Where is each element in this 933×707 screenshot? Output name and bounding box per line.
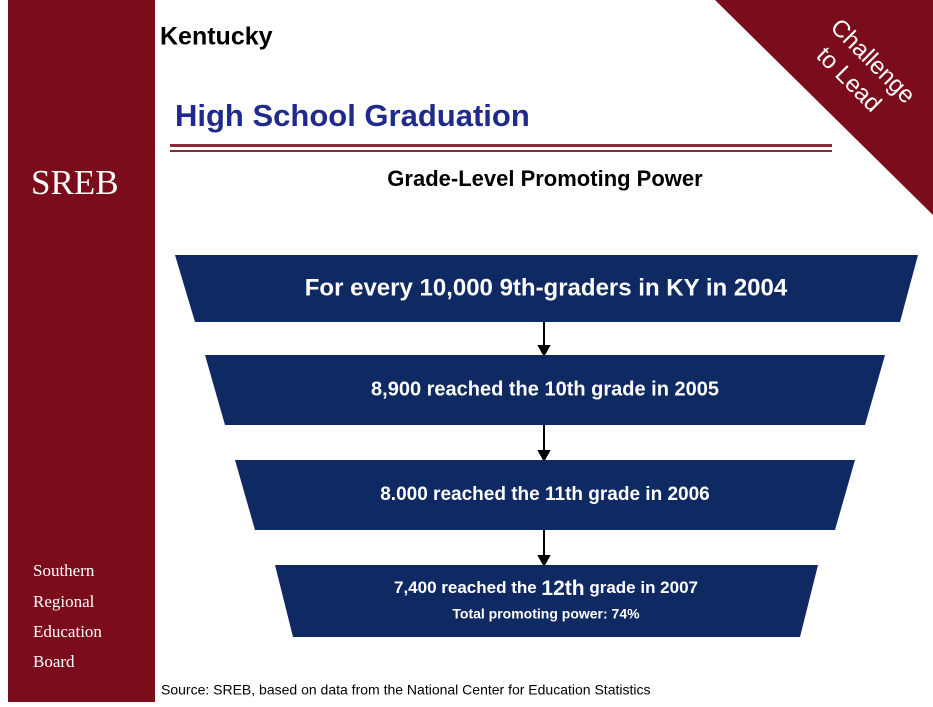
logo: SREB: [31, 163, 119, 202]
source: Source: SREB, based on data from the Nat…: [161, 682, 650, 698]
sidebar-line: Regional: [33, 592, 95, 611]
title: High School Graduation: [175, 98, 530, 133]
funnel-step: [275, 565, 818, 637]
step-part: 12th: [541, 577, 584, 600]
subtitle: Grade-Level Promoting Power: [387, 166, 703, 191]
funnel-step: [205, 355, 885, 425]
step-note: Total promoting power: 74%: [452, 606, 640, 622]
step-text: For every 10,000 9th-graders in KY in 20…: [305, 274, 788, 301]
state: Kentucky: [160, 23, 273, 51]
step-text: 7,400 reached the 12th grade in 2007: [394, 577, 698, 600]
rule: [170, 144, 832, 147]
arrows: [537, 322, 551, 568]
sidebar-line: Southern: [33, 561, 95, 580]
sidebar-line: Education: [33, 622, 102, 641]
funnel-step: [175, 255, 918, 322]
step-part: grade in 2007: [585, 578, 698, 597]
step-text: 8.000 reached the 11th grade in 2006: [380, 484, 710, 505]
sidebar-line: Board: [33, 652, 75, 671]
rule: [170, 150, 832, 152]
sidebar: [8, 0, 155, 702]
step-text: 8,900 reached the 10th grade in 2005: [371, 378, 719, 400]
step-part: 7,400 reached the: [394, 578, 541, 597]
corner-banner: [715, 0, 933, 215]
funnel-step: [235, 460, 855, 530]
